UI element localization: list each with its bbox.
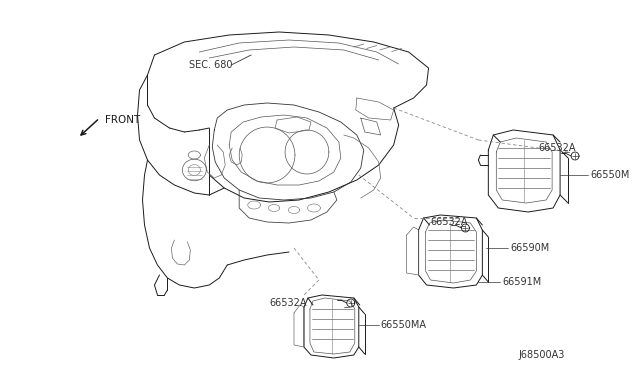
Text: 66550M: 66550M [590, 170, 629, 180]
Text: 66590M: 66590M [510, 243, 550, 253]
Text: 66532A: 66532A [269, 298, 307, 308]
Text: 66591M: 66591M [502, 277, 541, 287]
Text: SEC. 680: SEC. 680 [189, 60, 233, 70]
Text: 66550MA: 66550MA [381, 320, 427, 330]
Text: FRONT: FRONT [105, 115, 140, 125]
Text: J68500A3: J68500A3 [518, 350, 564, 360]
Text: 66532A: 66532A [431, 217, 468, 227]
Text: 66532A: 66532A [538, 143, 575, 153]
